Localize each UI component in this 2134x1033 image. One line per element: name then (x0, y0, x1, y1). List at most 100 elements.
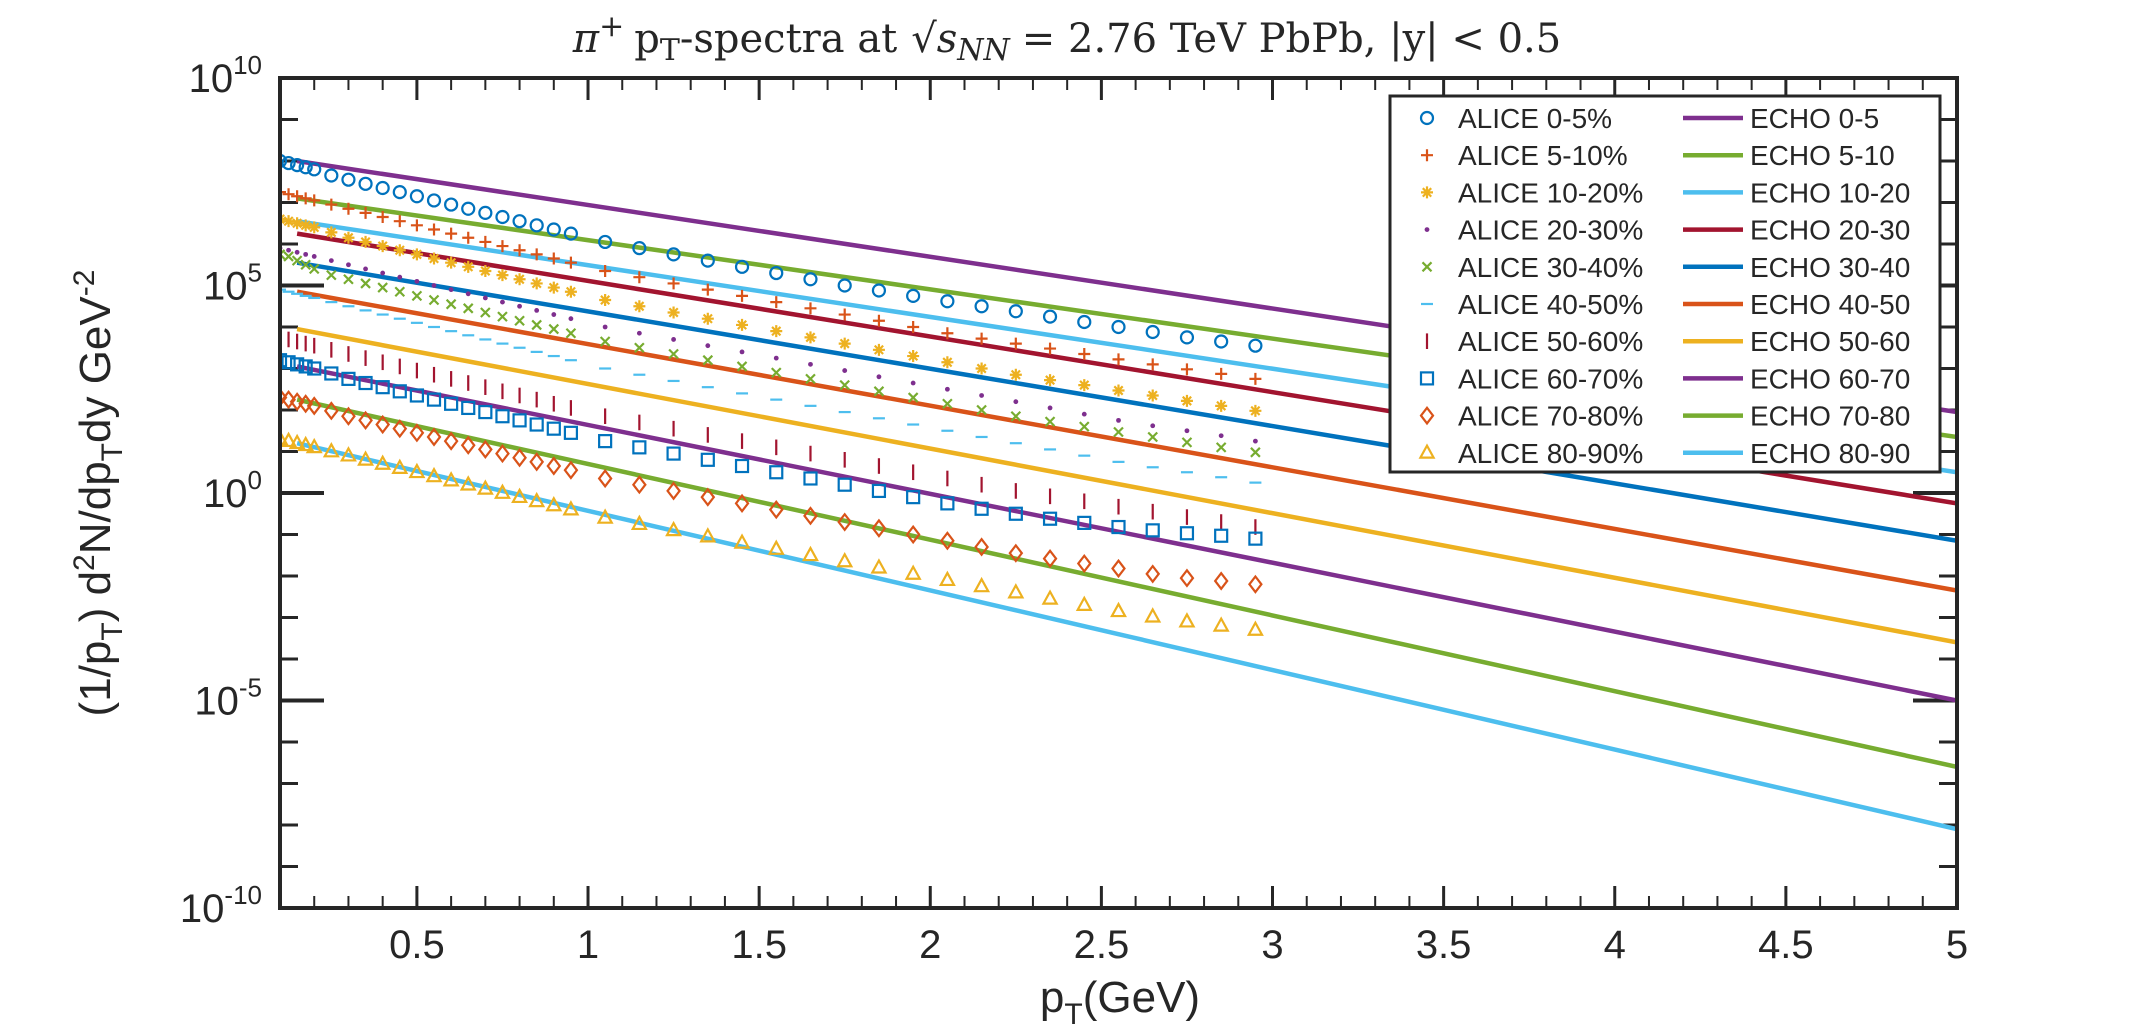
data-point (428, 294, 440, 306)
data-point (736, 361, 748, 372)
x-tick-label: 3.5 (1416, 923, 1472, 967)
data-point (871, 283, 887, 298)
data-point (410, 219, 423, 232)
title-t: T (660, 33, 680, 68)
data-point (770, 367, 782, 378)
data-point (1179, 568, 1195, 588)
data-point (343, 273, 354, 285)
legend-entry: ALICE 5-10% (1421, 140, 1628, 171)
data-point (495, 409, 510, 424)
legend-entry: ALICE 30-40% (1421, 252, 1643, 283)
data-point (1249, 372, 1262, 385)
xlabel-t: T (1064, 998, 1082, 1031)
legend-entry: ECHO 10-20 (1683, 177, 1910, 208)
data-point (500, 299, 505, 305)
legend-entry: ALICE 50-60% (1425, 326, 1643, 357)
data-point (298, 394, 314, 414)
data-point (973, 576, 991, 593)
data-point (1111, 558, 1126, 579)
data-point (1144, 607, 1162, 623)
data-point (325, 226, 338, 239)
title-charge: + (599, 9, 624, 44)
legend-label: ALICE 40-50% (1458, 289, 1643, 320)
x-tick-labels: 0.5 1 1.5 2 2.5 3 3.5 4 4.5 5 (389, 923, 1968, 967)
data-point (907, 392, 919, 403)
data-point (531, 319, 542, 331)
data-point (1112, 353, 1125, 366)
data-point (311, 254, 317, 259)
title-particle: π (572, 16, 600, 62)
data-point (408, 462, 426, 479)
data-point (905, 524, 921, 545)
y-tick-labels: 1010 105 100 10-5 10-10 (180, 50, 262, 931)
x-tick-label: 2.5 (1074, 923, 1130, 967)
data-point (359, 235, 372, 248)
data-point (1009, 368, 1022, 381)
data-point (300, 259, 311, 271)
data-point (1078, 379, 1091, 392)
x-tick-label: 5 (1946, 923, 1968, 967)
data-point (281, 355, 296, 370)
legend-entry: ECHO 40-50 (1683, 289, 1910, 320)
legend-label: ECHO 80-90 (1750, 438, 1910, 469)
x-tick-label: 0.5 (389, 923, 445, 967)
data-point (1042, 548, 1058, 569)
data-point (599, 264, 612, 277)
data-point (568, 316, 574, 322)
data-point (838, 337, 851, 350)
legend-label: ECHO 60-70 (1750, 363, 1910, 394)
data-point (425, 466, 443, 483)
data-point (562, 500, 580, 516)
legend-label: ECHO 40-50 (1750, 289, 1910, 320)
data-point (632, 440, 647, 455)
data-point (599, 294, 612, 307)
data-point (530, 248, 543, 261)
legend-label: ALICE 60-70% (1458, 363, 1643, 394)
data-point (342, 202, 355, 215)
ylabel-d: dy GeV (71, 296, 120, 443)
data-point (375, 414, 391, 435)
data-point (1111, 319, 1126, 335)
data-point (1007, 583, 1025, 599)
data-point (636, 330, 642, 336)
data-point (346, 262, 351, 268)
data-point (496, 269, 509, 282)
legend-entry: ECHO 30-40 (1683, 252, 1910, 283)
data-point (870, 558, 888, 574)
data-point (734, 259, 750, 274)
data-point (1248, 338, 1263, 353)
data-point (377, 282, 388, 293)
data-point (1116, 417, 1121, 423)
data-point (802, 545, 819, 562)
data-point (290, 357, 305, 372)
data-point (325, 198, 338, 211)
data-point (1181, 437, 1193, 448)
legend: ALICE 0-5% ALICE 5-10% ALICE 10-20% ALICE 2… (1388, 94, 1942, 474)
data-point (597, 468, 613, 489)
data-point (409, 423, 425, 443)
data-point (1042, 309, 1058, 324)
data-point (375, 380, 390, 395)
data-point (294, 249, 300, 255)
data-point (496, 240, 509, 253)
data-point (1044, 342, 1057, 355)
data-point (906, 288, 921, 303)
data-point (1184, 428, 1190, 434)
data-point (1246, 620, 1264, 636)
data-point (596, 508, 614, 524)
data-point (1047, 405, 1053, 411)
data-point (803, 272, 818, 287)
data-point (838, 308, 851, 321)
data-point (871, 518, 887, 538)
data-series (280, 353, 1263, 546)
data-point (598, 234, 613, 250)
data-point (358, 176, 373, 191)
chart-title: π+ pT-spectra at √sNN = 2.76 TeV PbPb, |y| … (572, 9, 1561, 68)
data-point (1150, 423, 1156, 429)
data-point (1419, 110, 1435, 126)
legend-label: ECHO 5-10 (1750, 140, 1895, 171)
data-point (1078, 347, 1091, 360)
data-point (281, 390, 296, 410)
legend-box (1388, 94, 1942, 474)
data-point (804, 331, 817, 344)
